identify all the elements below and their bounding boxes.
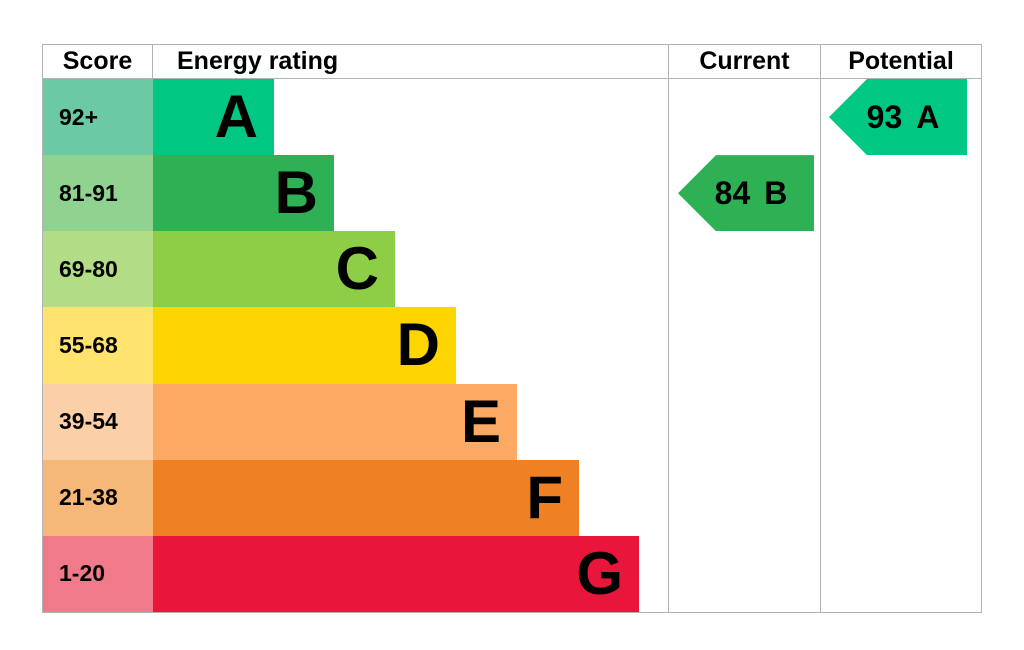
rating-value: 84: [714, 174, 751, 211]
header-row: Score Energy rating Current Potential: [43, 45, 981, 79]
header-current: Current: [669, 45, 821, 78]
rating-letter: B: [764, 174, 788, 211]
rating-bar: C: [153, 231, 395, 308]
potential-rating-arrow: 93 A: [829, 79, 967, 156]
rating-bar: E: [153, 383, 517, 460]
rating-value: 93: [866, 98, 903, 135]
current-rating-arrow: 84 B: [678, 155, 814, 232]
score-cell: 81-91: [43, 155, 153, 232]
header-potential: Potential: [848, 47, 954, 75]
rating-bar: F: [153, 459, 579, 536]
score-cell: 39-54: [43, 383, 153, 460]
potential-column: 93 A: [821, 79, 981, 612]
score-cell: 1-20: [43, 535, 153, 612]
band-rows: 92+ A 81-91 B 69-80 C 55-68 D 39-54 E 21-38 F 1-20 G: [43, 79, 669, 612]
band-row: 1-20 G: [43, 535, 668, 612]
band-row: 21-38 F: [43, 459, 668, 536]
score-cell: 69-80: [43, 231, 153, 308]
epc-chart: Score Energy rating Current Potential 92…: [42, 44, 982, 613]
header-energy-rating: Energy rating: [153, 45, 669, 78]
band-row: 39-54 E: [43, 383, 668, 460]
rating-letter: A: [916, 98, 940, 135]
band-row: 92+ A: [43, 79, 668, 156]
band-row: 69-80 C: [43, 231, 668, 308]
score-cell: 21-38: [43, 459, 153, 536]
rating-bar: D: [153, 307, 456, 384]
score-cell: 55-68: [43, 307, 153, 384]
chart-body: 92+ A 81-91 B 69-80 C 55-68 D 39-54 E 21-38 F 1-20 G …: [43, 79, 981, 612]
band-row: 55-68 D: [43, 307, 668, 384]
current-column: 84 B: [669, 79, 821, 612]
header-score: Score: [43, 45, 153, 78]
rating-bar: A: [153, 79, 274, 156]
score-cell: 92+: [43, 79, 153, 156]
rating-bar: B: [153, 155, 334, 232]
band-row: 81-91 B: [43, 155, 668, 232]
rating-bar: G: [153, 535, 639, 612]
